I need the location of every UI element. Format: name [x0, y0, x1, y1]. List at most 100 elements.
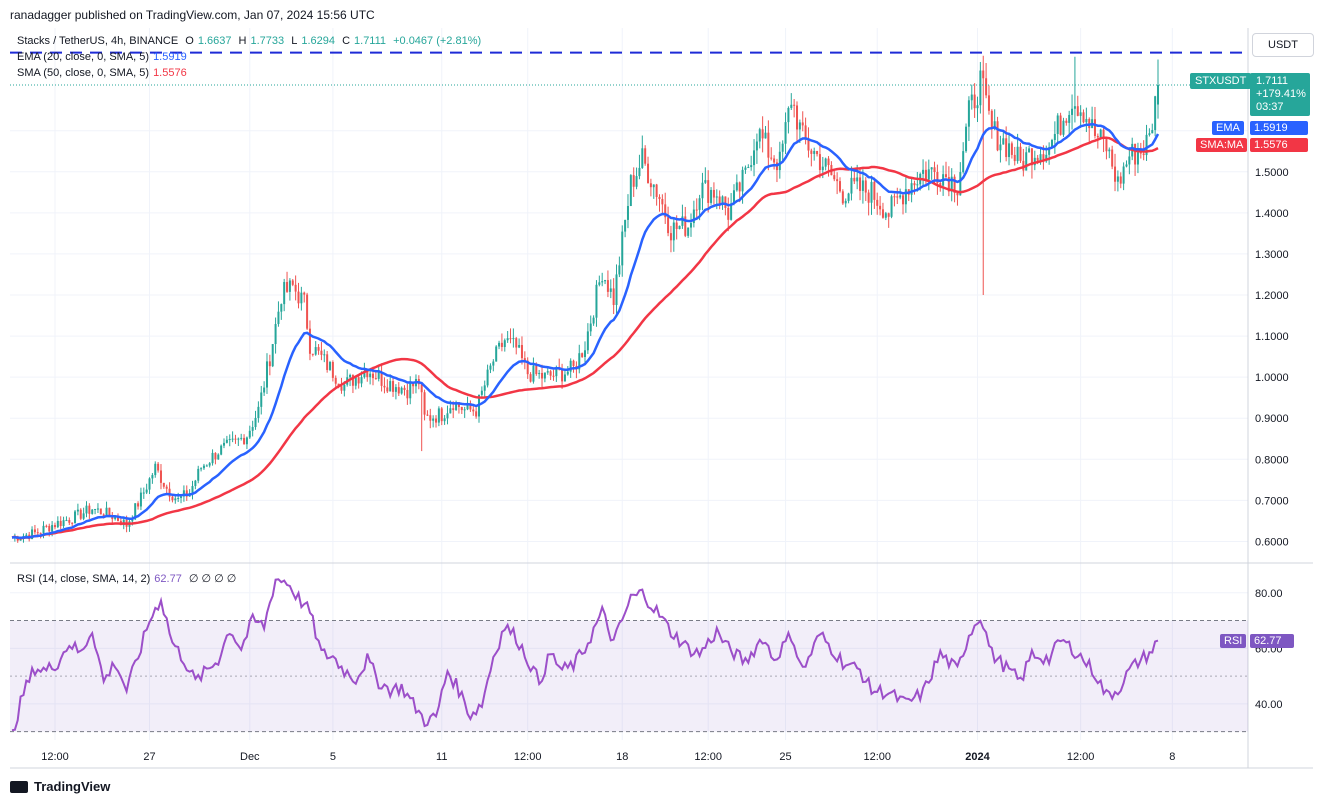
- tradingview-brand[interactable]: TradingView: [10, 779, 110, 794]
- symbol-name: Stacks / TetherUS, 4h, BINANCE: [17, 35, 179, 47]
- candle-body: [853, 177, 856, 182]
- candle-body: [154, 463, 157, 476]
- candle-body: [383, 385, 386, 388]
- candle-body: [1148, 133, 1151, 135]
- price-axis[interactable]: 0.6000 0.7000 0.8000 0.9000 1.0000 1.1000 1.20…: [1255, 126, 1289, 711]
- candle-body: [314, 347, 317, 355]
- ema-legend[interactable]: EMA (20, close, 0, SMA, 5) 1.5919: [17, 51, 191, 63]
- candle-body: [747, 167, 750, 169]
- candle-body: [761, 129, 764, 139]
- candle-body: [916, 184, 919, 186]
- candle-body: [1142, 153, 1145, 156]
- candle-body: [652, 184, 655, 188]
- candle-body: [165, 486, 168, 489]
- candle-body: [251, 427, 254, 431]
- candle-body: [764, 132, 767, 139]
- candle-body: [741, 169, 744, 192]
- candle-body: [139, 492, 142, 507]
- ema-legend-label: EMA (20, close, 0, SMA, 5): [17, 51, 150, 63]
- candle-body: [257, 406, 260, 418]
- candle-body: [185, 490, 188, 497]
- candle-body: [288, 280, 291, 292]
- candle-body: [959, 172, 962, 196]
- candle-body: [523, 358, 526, 361]
- candle-body: [240, 437, 243, 439]
- ema-20-line: [11, 122, 1160, 539]
- time-tick-label: 2024: [965, 751, 990, 763]
- candle-body: [157, 463, 160, 471]
- candle-body: [621, 231, 624, 266]
- candle-body: [326, 354, 329, 370]
- rsi-legend[interactable]: RSI (14, close, SMA, 14, 2) 62.77 ∅ ∅ ∅ ∅: [17, 572, 240, 585]
- candle-body: [366, 371, 369, 378]
- candle-body: [1019, 146, 1022, 161]
- rsi-band: [10, 620, 1248, 733]
- candle-body: [294, 284, 297, 292]
- candle-body: [647, 163, 650, 184]
- tradingview-brand-text: TradingView: [34, 779, 111, 794]
- candle-body: [260, 392, 263, 407]
- currency-selector[interactable]: USDT: [1252, 33, 1314, 57]
- candle-body: [200, 468, 203, 470]
- ema-tag-value: 1.5919: [1250, 121, 1308, 135]
- candle-body: [979, 70, 982, 106]
- candle-body: [432, 418, 435, 421]
- candle-body: [787, 107, 790, 123]
- candle-body: [893, 196, 896, 198]
- candle-body: [245, 437, 248, 445]
- candle-body: [472, 409, 475, 412]
- candle-body: [615, 274, 618, 305]
- candle-body: [624, 219, 627, 232]
- candle-body: [162, 482, 165, 487]
- candle-body: [801, 122, 804, 126]
- rsi-line: [11, 578, 1159, 732]
- candle-body: [1139, 152, 1142, 154]
- candle-body: [234, 438, 237, 440]
- candle-body: [1073, 106, 1076, 109]
- time-axis[interactable]: 12:00 27 Dec 5 11 12:00 18 12:00 25 12:00 2024 12:0…: [41, 751, 1175, 763]
- candle-body: [82, 513, 85, 519]
- bar-countdown: 03:37: [1256, 101, 1284, 113]
- candle-body: [1111, 149, 1114, 167]
- candle-body: [973, 94, 976, 109]
- candle-body: [317, 347, 320, 351]
- candle-body: [142, 492, 145, 494]
- candle-body: [999, 144, 1002, 151]
- candle-body: [286, 282, 289, 292]
- sma-legend[interactable]: SMA (50, close, 0, SMA, 5) 1.5576: [17, 67, 191, 79]
- candle-body: [1102, 129, 1105, 140]
- candle-body: [543, 372, 546, 379]
- candle-body: [59, 520, 62, 527]
- price-tick-label: 1.3000: [1255, 249, 1289, 261]
- candle-body: [710, 189, 713, 203]
- candle-body: [990, 110, 993, 129]
- candle-body: [1105, 139, 1108, 152]
- candle-body: [62, 520, 65, 527]
- candle-body: [744, 167, 747, 170]
- time-tick-label: 27: [143, 751, 155, 763]
- candle-body: [512, 338, 515, 340]
- candle-body: [933, 167, 936, 173]
- price-tick-label: 0.7000: [1255, 495, 1289, 507]
- candle-body: [569, 360, 572, 372]
- candle-body: [1039, 154, 1042, 161]
- candle-body: [1050, 140, 1053, 148]
- symbol-legend[interactable]: Stacks / TetherUS, 4h, BINANCE O 1.6637 H…: [17, 35, 485, 47]
- candle-body: [987, 95, 990, 111]
- time-tick-label: Dec: [240, 751, 260, 763]
- rsi-tag-value: 62.77: [1250, 634, 1294, 648]
- candle-body: [601, 281, 604, 283]
- candle-body: [592, 317, 595, 324]
- candle-body: [890, 196, 893, 217]
- candle-body: [618, 265, 621, 275]
- candle-body: [704, 180, 707, 183]
- candle-body: [463, 409, 466, 411]
- price-tick-label: 0.8000: [1255, 454, 1289, 466]
- candle-body: [308, 328, 311, 354]
- candle-body: [329, 362, 332, 370]
- price-tick-label: 1.0000: [1255, 372, 1289, 384]
- candle-body: [237, 438, 240, 440]
- candle-body: [1071, 108, 1074, 115]
- candle-body: [836, 179, 839, 182]
